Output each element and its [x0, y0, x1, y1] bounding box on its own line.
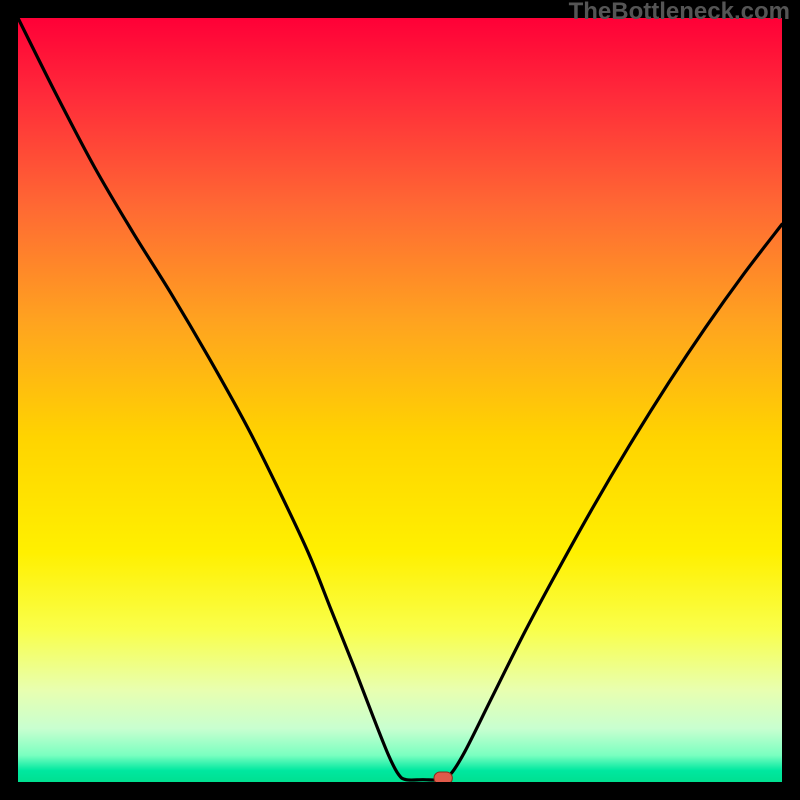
watermark-text: TheBottleneck.com	[569, 0, 790, 26]
chart-stage: TheBottleneck.com	[0, 0, 800, 800]
plot-area	[18, 18, 782, 782]
plot-outer-frame	[18, 18, 782, 782]
bottleneck-curve	[18, 18, 782, 782]
optimal-point-marker	[433, 771, 454, 782]
